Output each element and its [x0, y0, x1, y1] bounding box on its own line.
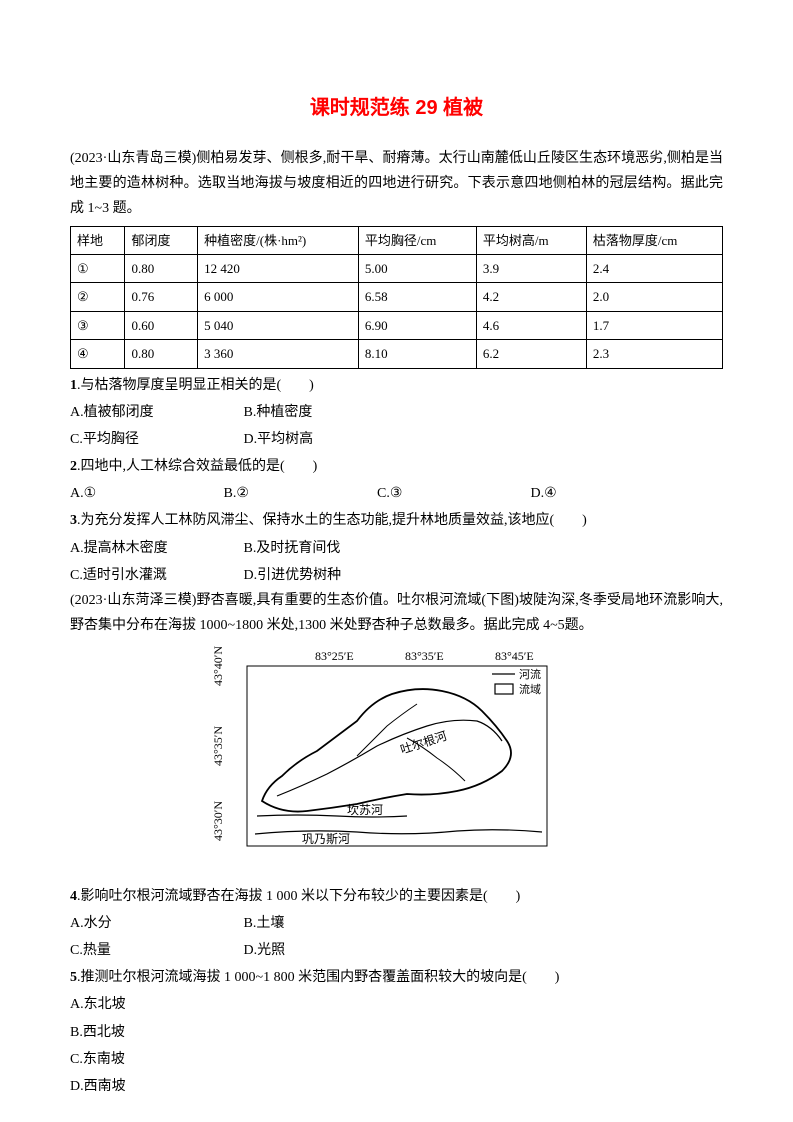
table-row: ② 0.76 6 000 6.58 4.2 2.0 — [71, 283, 723, 311]
q5-opt-a: A.东北坡 — [70, 992, 723, 1017]
q1-opt-d: D.平均树高 — [244, 427, 414, 452]
q1-options-row1: A.植被郁闭度 B.种植密度 — [70, 400, 723, 425]
q4-opt-d: D.光照 — [244, 938, 414, 963]
q1-opt-b: B.种植密度 — [244, 400, 414, 425]
q3-options-row2: C.适时引水灌溉 D.引进优势树种 — [70, 563, 723, 588]
q5-opt-d: D.西南坡 — [70, 1074, 723, 1099]
river-label-2: 坎苏河 — [347, 803, 383, 817]
legend-basin-label: 流域 — [519, 682, 541, 696]
q1-options-row2: C.平均胸径 D.平均树高 — [70, 427, 723, 452]
q2-stem: .四地中,人工林综合效益最低的是( ) — [77, 459, 317, 474]
river-tuergen — [277, 721, 502, 797]
table-row: ④ 0.80 3 360 8.10 6.2 2.3 — [71, 340, 723, 368]
legend-river-label: 河流 — [519, 667, 541, 681]
lon-label-3: 83°45′E — [495, 649, 534, 663]
q3-stem: .为充分发挥人工林防风滞尘、保持水土的生态功能,提升林地质量效益,该地应( ) — [77, 513, 587, 528]
river-label-3: 巩乃斯河 — [302, 832, 350, 846]
lat-label-2: 43°35′N — [211, 726, 225, 766]
table-header-row: 样地 郁闭度 种植密度/(株·hm²) 平均胸径/cm 平均树高/m 枯落物厚度… — [71, 226, 723, 254]
page-title: 课时规范练 29 植被 — [70, 90, 723, 126]
q1-num: 1 — [70, 378, 77, 393]
q3-opt-c: C.适时引水灌溉 — [70, 563, 240, 588]
question-2: 2.四地中,人工林综合效益最低的是( ) — [70, 454, 723, 479]
q2-opt-d: D.④ — [531, 481, 681, 506]
basin-outline — [262, 689, 511, 811]
question-3: 3.为充分发挥人工林防风滞尘、保持水土的生态功能,提升林地质量效益,该地应( ) — [70, 508, 723, 533]
map-figure: 83°25′E 83°35′E 83°45′E 43°40′N 43°35′N … — [70, 646, 723, 875]
th-2: 种植密度/(株·hm²) — [198, 226, 359, 254]
legend-basin-icon — [495, 684, 513, 694]
th-4: 平均树高/m — [476, 226, 586, 254]
q3-options-row1: A.提高林木密度 B.及时抚育间伐 — [70, 536, 723, 561]
data-table: 样地 郁闭度 种植密度/(株·hm²) 平均胸径/cm 平均树高/m 枯落物厚度… — [70, 226, 723, 369]
q4-opt-c: C.热量 — [70, 938, 240, 963]
th-1: 郁闭度 — [125, 226, 198, 254]
question-5: 5.推测吐尔根河流域海拔 1 000~1 800 米范围内野杏覆盖面积较大的坡向… — [70, 965, 723, 990]
q5-opt-b: B.西北坡 — [70, 1020, 723, 1045]
q4-options-row2: C.热量 D.光照 — [70, 938, 723, 963]
passage-1: (2023·山东青岛三模)侧柏易发芽、侧根多,耐干旱、耐瘠薄。太行山南麓低山丘陵… — [70, 146, 723, 222]
q4-options-row1: A.水分 B.土壤 — [70, 911, 723, 936]
river-label-1: 吐尔根河 — [398, 728, 448, 757]
table-row: ① 0.80 12 420 5.00 3.9 2.4 — [71, 254, 723, 282]
q4-stem: .影响吐尔根河流域野杏在海拔 1 000 米以下分布较少的主要因素是( ) — [77, 889, 520, 904]
passage-2: (2023·山东菏泽三模)野杏喜暖,具有重要的生态价值。吐尔根河流域(下图)坡陡… — [70, 588, 723, 638]
th-0: 样地 — [71, 226, 125, 254]
q2-opt-a: A.① — [70, 481, 220, 506]
table-row: ③ 0.60 5 040 6.90 4.6 1.7 — [71, 311, 723, 339]
q1-opt-a: A.植被郁闭度 — [70, 400, 240, 425]
q3-opt-b: B.及时抚育间伐 — [244, 536, 414, 561]
q2-opt-c: C.③ — [377, 481, 527, 506]
q1-opt-c: C.平均胸径 — [70, 427, 240, 452]
th-3: 平均胸径/cm — [358, 226, 476, 254]
q2-options: A.① B.② C.③ D.④ — [70, 481, 723, 506]
q5-stem: .推测吐尔根河流域海拔 1 000~1 800 米范围内野杏覆盖面积较大的坡向是… — [77, 970, 559, 985]
q5-options: A.东北坡 B.西北坡 C.东南坡 D.西南坡 — [70, 992, 723, 1099]
q3-opt-a: A.提高林木密度 — [70, 536, 240, 561]
q1-stem: .与枯落物厚度呈明显正相关的是( ) — [77, 378, 314, 393]
q2-opt-b: B.② — [224, 481, 374, 506]
river-gongnaisi — [255, 830, 542, 834]
question-1: 1.与枯落物厚度呈明显正相关的是( ) — [70, 373, 723, 398]
q5-num: 5 — [70, 970, 77, 985]
lat-label-3: 43°30′N — [211, 801, 225, 841]
q2-num: 2 — [70, 459, 77, 474]
q4-opt-a: A.水分 — [70, 911, 240, 936]
river-kansu — [257, 815, 407, 817]
lat-label-1: 43°40′N — [211, 646, 225, 686]
q3-opt-d: D.引进优势树种 — [244, 563, 414, 588]
lon-label-2: 83°35′E — [405, 649, 444, 663]
question-4: 4.影响吐尔根河流域野杏在海拔 1 000 米以下分布较少的主要因素是( ) — [70, 884, 723, 909]
th-5: 枯落物厚度/cm — [586, 226, 722, 254]
q4-num: 4 — [70, 889, 77, 904]
q5-opt-c: C.东南坡 — [70, 1047, 723, 1072]
q3-num: 3 — [70, 513, 77, 528]
lon-label-1: 83°25′E — [315, 649, 354, 663]
q4-opt-b: B.土壤 — [244, 911, 414, 936]
